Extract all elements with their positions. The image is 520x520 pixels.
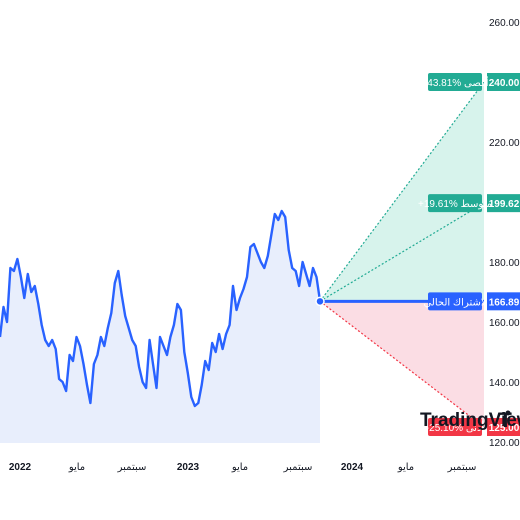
badge-value-high: 240.00	[489, 78, 520, 89]
badge-value-current: 166.89	[489, 297, 520, 308]
y-tick-label: 140.00	[489, 378, 520, 389]
x-tick-label: مايو	[231, 462, 248, 473]
x-axis: 2022 مايو سبتمبر 2023 مايو سبتمبر 2024 مايو سبتم…	[9, 462, 476, 473]
y-tick-label: 160.00	[489, 318, 520, 329]
x-tick-label: سبتمبر	[283, 462, 313, 473]
badge-label-bg-high	[428, 73, 482, 91]
forecast-labels: 240.00+43.81% أقصى 199.62+19.61% متوسط 125…	[418, 73, 520, 436]
badge-label-low: -25.10% أدنى	[426, 421, 485, 434]
y-tick-label: 180.00	[489, 258, 520, 269]
badge-label-bg-low	[428, 418, 482, 436]
x-tick-label: مايو	[68, 462, 85, 473]
badge-value-bg-current	[487, 292, 520, 311]
price-series	[0, 209, 322, 408]
badge-label-avg: +19.61% متوسط	[418, 199, 492, 210]
y-tick-label: 120.00	[489, 438, 520, 449]
x-tick-label: سبتمبر	[447, 462, 477, 473]
badge-value-bg-high	[487, 73, 520, 91]
series-line	[0, 209, 322, 408]
x-tick-label: 2024	[341, 462, 364, 473]
current-price-point	[315, 296, 325, 307]
forecast-group	[315, 81, 485, 428]
badge-value-low: 125.00	[489, 423, 520, 434]
forecast-line-high	[319, 81, 485, 302]
y-tick-label: 220.00	[489, 138, 520, 149]
badge-value-bg-low	[487, 418, 520, 436]
x-tick-label: مايو	[397, 462, 414, 473]
forecast-line-low	[319, 300, 485, 428]
badge-label-bg-current	[428, 292, 482, 311]
logo-text: TradingView	[420, 410, 520, 431]
series-area	[0, 211, 320, 443]
badge-label-bg-avg	[428, 194, 482, 213]
badge-value-bg-avg	[487, 194, 520, 213]
plot-area	[0, 211, 320, 443]
logo-dot-icon	[505, 410, 511, 416]
x-tick-label: 2023	[177, 462, 200, 473]
tradingview-logo: TradingView T	[420, 409, 520, 432]
badge-label-high: +43.81% أقصى	[421, 76, 488, 89]
badge-value-avg: 199.62	[489, 199, 520, 210]
forecast-down-area	[320, 301, 484, 427]
y-tick-label: 260.00	[489, 18, 520, 29]
badge-label-current: لاشتراك الحالي	[423, 297, 486, 308]
x-tick-label: سبتمبر	[117, 462, 147, 473]
x-tick-label: 2022	[9, 462, 32, 473]
